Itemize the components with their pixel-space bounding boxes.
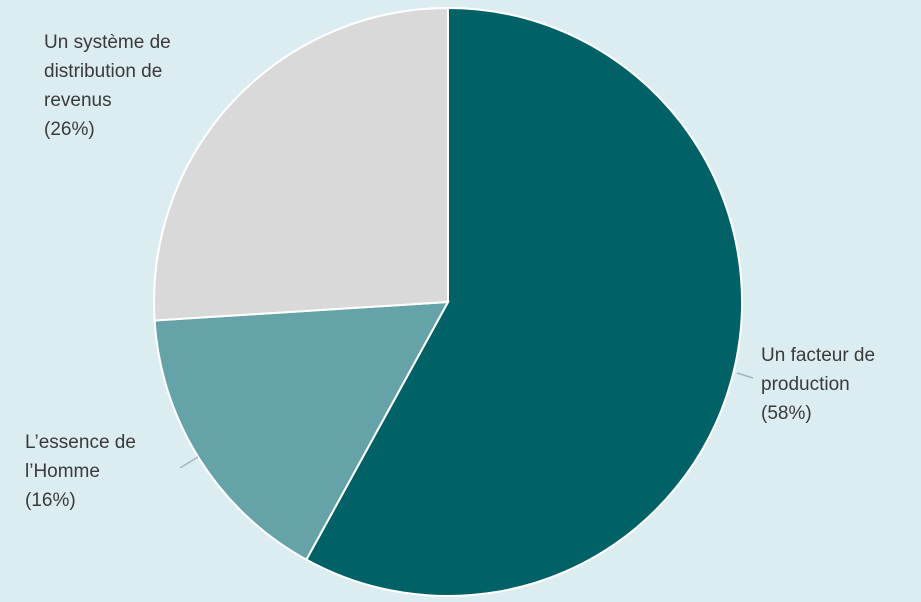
label-line: distribution de [44,61,163,82]
label-leader-line [179,456,199,469]
label-percent: (58%) [761,403,812,424]
pie-slice [305,6,743,597]
label-essence-de-l-homme: L’essence de l’Homme (16%) [25,428,136,515]
label-percent: (26%) [44,119,95,140]
label-line: production [761,374,850,395]
label-line: Un facteur de [761,345,876,366]
label-percent: (16%) [25,490,76,511]
label-line: l’Homme [25,461,100,482]
label-line: L’essence de [25,432,136,453]
label-un-facteur-de-production: Un facteur de production (58%) [761,341,875,428]
label-leader-line [736,372,754,379]
pie-slice [153,300,450,561]
label-line: Un système de [44,32,171,53]
label-systeme-de-distribution: Un système de distribution de revenus (2… [44,28,171,144]
pie-slice [153,6,449,322]
label-line: revenus [44,90,112,111]
